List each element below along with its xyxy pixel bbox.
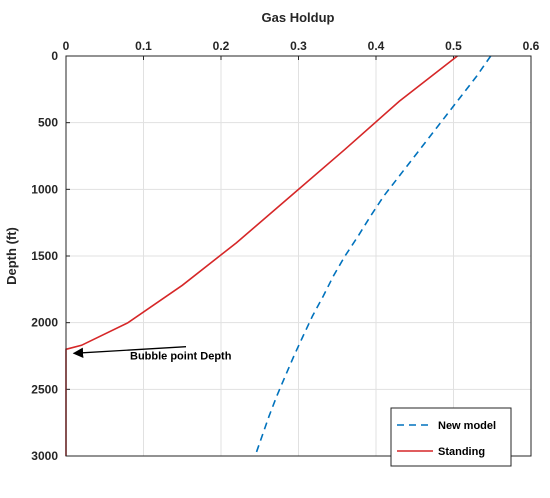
legend-label-new-model: New model [438, 420, 496, 432]
x-tick-label: 0.6 [523, 39, 540, 53]
legend: New model Standing [390, 407, 512, 467]
legend-box [390, 407, 512, 467]
x-ticks: 0 0.1 0.2 0.3 0.4 0.5 0.6 [63, 39, 540, 60]
x-tick-label: 0 [63, 39, 70, 53]
series-line-standing [65, 55, 458, 456]
x-tick-label: 0.3 [290, 39, 307, 53]
x-axis-title: Gas Holdup [262, 10, 335, 25]
x-tick-label: 0.4 [368, 39, 385, 53]
y-tick-label: 3000 [31, 449, 58, 463]
plot-frame [65, 55, 532, 457]
y-tick-label: 2500 [31, 382, 58, 396]
y-tick-label: 1000 [31, 182, 58, 196]
annotation-arrow [72, 346, 187, 358]
y-tick-label: 2000 [31, 316, 58, 330]
y-axis-title: Depth (ft) [4, 227, 19, 285]
y-tick-label: 500 [38, 116, 58, 130]
annotation-text: Bubble point Depth [130, 351, 232, 363]
series-lines [65, 55, 492, 457]
x-tick-label: 0.2 [213, 39, 230, 53]
annotation: Bubble point Depth [72, 346, 232, 363]
series-line-new-model [254, 55, 492, 457]
y-tick-label: 1500 [31, 249, 58, 263]
y-tick-label: 0 [51, 49, 58, 63]
x-tick-label: 0.5 [445, 39, 462, 53]
legend-label-standing: Standing [438, 446, 485, 458]
y-ticks: 0 500 1000 1500 2000 2500 3000 [31, 49, 70, 463]
x-tick-label: 0.1 [135, 39, 152, 53]
